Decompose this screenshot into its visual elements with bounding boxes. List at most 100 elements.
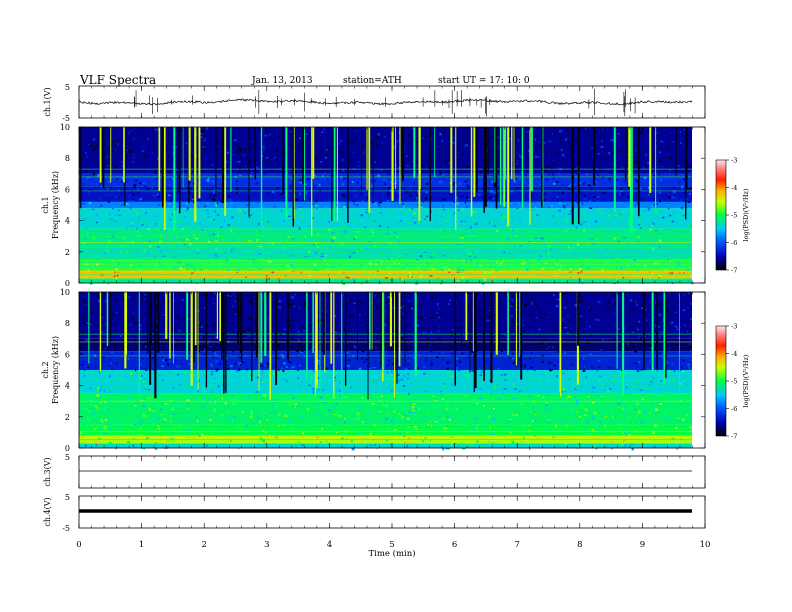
spectrogram-speckle xyxy=(629,338,631,340)
spectrogram-speckle xyxy=(113,148,115,151)
spectrogram-speckle xyxy=(424,360,428,362)
spectrogram-speckle xyxy=(607,344,611,347)
spectrogram-speckle xyxy=(463,145,466,147)
spectrogram-speckle xyxy=(93,145,95,148)
spectrogram-speckle xyxy=(83,203,86,205)
spectrogram-speckle xyxy=(513,246,517,249)
spectrogram-speckle xyxy=(232,399,236,402)
spectrogram-speckle xyxy=(168,166,171,169)
spectrogram-speckle xyxy=(339,354,342,356)
spectrogram-speckle xyxy=(143,312,146,315)
spectrogram-speckle xyxy=(262,321,265,324)
spectrogram-speckle xyxy=(341,437,344,440)
spectrogram-speckle xyxy=(600,262,603,265)
spectrogram-speckle xyxy=(323,398,326,401)
spectrogram-speckle xyxy=(566,249,570,251)
spectrogram-speckle xyxy=(628,186,630,189)
spectrogram-speckle xyxy=(664,171,667,173)
spectrogram-speckle xyxy=(645,153,648,156)
spectrogram-speckle xyxy=(133,154,136,156)
spectrogram-speckle xyxy=(184,324,187,327)
spectrogram-speckle xyxy=(187,403,189,405)
spectrogram-speckle xyxy=(211,360,213,362)
spectrogram-speckle xyxy=(438,145,440,147)
spectrogram-speckle xyxy=(171,167,175,170)
spectrogram-speckle xyxy=(143,344,146,346)
spectrogram-speckle xyxy=(133,312,135,315)
spectrogram-speckle xyxy=(574,382,577,385)
spectrogram-speckle xyxy=(198,223,201,225)
spectrogram-speckle xyxy=(457,346,460,349)
spectrogram-speckle xyxy=(632,362,636,365)
spectrogram-speckle xyxy=(564,292,567,295)
spectrogram-speckle xyxy=(566,142,569,144)
spectrogram-speckle xyxy=(669,246,672,248)
spectrogram-speckle xyxy=(390,129,393,132)
spectrogram-speckle xyxy=(475,376,479,379)
spectrogram-speckle xyxy=(241,270,244,272)
spectrogram-speckle xyxy=(534,138,537,141)
spectrogram-speckle xyxy=(458,182,462,185)
spectrogram-speckle xyxy=(196,170,200,173)
spectrogram-speckle xyxy=(391,408,393,410)
spectrogram-speckle xyxy=(101,245,103,247)
spectrogram-speckle xyxy=(632,277,634,280)
spectrogram-speckle xyxy=(325,254,328,257)
spectrogram-speckle xyxy=(558,141,561,144)
spectrogram-speckle xyxy=(671,141,675,143)
spectrogram-speckle xyxy=(295,209,298,211)
spectrogram-speckle xyxy=(320,445,323,448)
spectrogram-speckle xyxy=(244,416,246,419)
spectrogram-speckle xyxy=(544,227,547,229)
spectrogram-speckle xyxy=(488,200,491,203)
spectrogram-speckle xyxy=(577,247,580,250)
spectrogram-speckle xyxy=(344,229,348,232)
spectrogram-speckle xyxy=(315,414,318,416)
spectrogram-speckle xyxy=(641,307,644,310)
spectrogram-speckle xyxy=(442,418,446,421)
spectrogram-speckle xyxy=(387,296,391,299)
spectrogram-speckle xyxy=(639,383,642,385)
spectrogram-speckle xyxy=(498,398,502,400)
spectrogram-speckle xyxy=(237,269,240,272)
spectrogram-speckle xyxy=(654,399,656,402)
spectrogram-speckle xyxy=(542,294,545,297)
spectrogram-speckle xyxy=(114,270,117,273)
spectrogram-speckle xyxy=(403,319,406,322)
spectrogram-speckle xyxy=(127,441,131,444)
spectrogram-speckle xyxy=(474,222,478,225)
spectrogram-speckle xyxy=(382,192,385,195)
spectrogram-speckle xyxy=(427,164,429,167)
spectrogram-speckle xyxy=(461,234,463,236)
spectrogram-speckle xyxy=(480,269,483,272)
spectrogram-speckle xyxy=(688,383,692,386)
spectrogram-speckle xyxy=(562,154,565,157)
spectrogram-speckle xyxy=(430,159,434,162)
spectrogram-speckle xyxy=(455,357,459,360)
spectrogram-speckle xyxy=(451,184,455,187)
spectrogram-speckle xyxy=(288,170,292,172)
spectrogram-speckle xyxy=(300,270,302,274)
spectrogram-speckle xyxy=(204,134,206,137)
spectrogram-speckle xyxy=(215,209,219,211)
spectrogram-speckle xyxy=(677,302,680,305)
spectrogram-speckle xyxy=(79,187,81,190)
spectrogram-speckle xyxy=(117,209,120,212)
spectrogram-speckle xyxy=(339,394,342,398)
spectrogram-speckle xyxy=(546,253,548,256)
spectrogram-speckle xyxy=(416,260,418,262)
spectrogram-speckle xyxy=(476,428,479,431)
spectrogram-speckle xyxy=(165,249,168,252)
spectrogram-band xyxy=(79,208,692,229)
spectrogram-speckle xyxy=(82,202,85,205)
spectrogram-speckle xyxy=(450,333,454,336)
spectrogram-speckle xyxy=(464,259,468,262)
spectrogram-speckle xyxy=(196,248,200,251)
spectrogram-speckle xyxy=(250,413,253,416)
spectrogram-speckle xyxy=(165,228,168,232)
spectrogram-speckle xyxy=(680,141,682,144)
spectrogram-speckle xyxy=(241,361,245,364)
spectrogram-speckle xyxy=(159,326,162,328)
spectrogram-speckle xyxy=(93,271,95,273)
spectrogram-speckle xyxy=(501,172,504,174)
